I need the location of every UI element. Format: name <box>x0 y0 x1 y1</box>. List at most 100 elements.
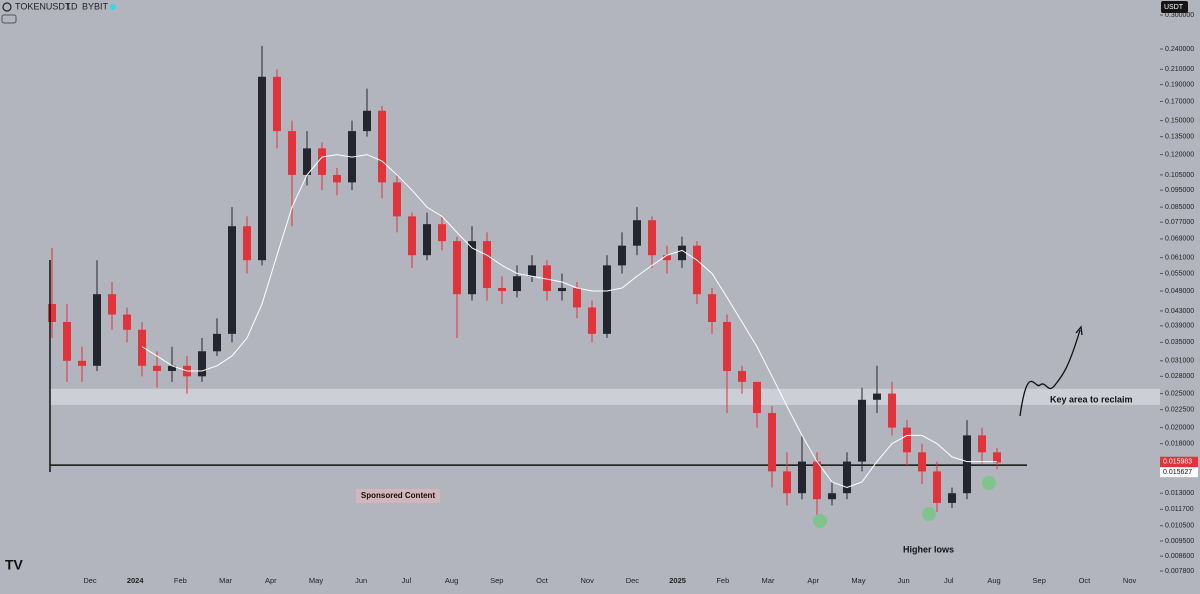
y-tick-label: 0.049000 <box>1165 288 1194 295</box>
y-tick-label: 0.022500 <box>1165 406 1194 413</box>
candle-body <box>993 452 1001 463</box>
candle-body <box>783 471 791 494</box>
candle-body <box>693 245 701 295</box>
y-tick-label: 0.055000 <box>1165 270 1194 277</box>
candle-body <box>363 110 371 132</box>
candle-body <box>318 148 326 175</box>
candle-body <box>378 110 386 183</box>
x-tick-label: Mar <box>762 576 775 585</box>
x-tick-label: 2025 <box>669 576 686 585</box>
x-tick-label: Apr <box>265 576 277 585</box>
candle-body <box>738 370 746 382</box>
candle-body <box>483 241 491 288</box>
candle-body <box>213 333 221 352</box>
price-axis <box>1160 0 1200 589</box>
x-tick-label: Mar <box>219 576 232 585</box>
status-dot <box>110 4 116 10</box>
y-tick-label: 0.039000 <box>1165 323 1194 330</box>
candle-body <box>393 182 401 217</box>
y-tick-label: 0.011700 <box>1165 506 1194 513</box>
candle-body <box>273 76 281 132</box>
y-tick-label: 0.300000 <box>1165 12 1194 19</box>
y-tick-label: 0.061000 <box>1165 255 1194 262</box>
candle-body <box>603 265 611 334</box>
logo: TV <box>5 557 24 573</box>
moving-average <box>141 154 997 488</box>
x-tick-label: Jul <box>402 576 412 585</box>
candle-body <box>708 294 716 322</box>
candle-body <box>498 287 506 292</box>
candle-body <box>948 493 956 503</box>
header: TOKENUSDT 1D BYBIT <box>1 1 116 24</box>
symbol: TOKENUSDT <box>15 1 71 11</box>
x-tick-label: Sep <box>1033 576 1046 585</box>
candle-body <box>453 241 461 295</box>
candle-body <box>258 76 266 261</box>
candle-body <box>918 452 926 472</box>
low-marker <box>922 507 936 521</box>
collapse-button[interactable] <box>1 14 17 24</box>
candle-body <box>723 321 731 371</box>
y-tick-label: 0.031000 <box>1165 358 1194 365</box>
price-line-label: 0.015627 <box>1163 469 1192 476</box>
symbol-icon <box>2 2 12 12</box>
candle-body <box>93 294 101 366</box>
candle-body <box>618 245 626 266</box>
x-tick-label: 2024 <box>127 576 145 585</box>
y-tick-label: 0.135000 <box>1165 133 1194 140</box>
y-tick-label: 0.010500 <box>1165 523 1194 530</box>
candle-body <box>138 329 146 366</box>
x-tick-label: Sep <box>490 576 503 585</box>
candle-body <box>753 381 761 414</box>
candle-body <box>678 245 686 261</box>
candle-body <box>228 226 236 334</box>
y-tick-label: 0.028000 <box>1165 373 1194 380</box>
y-tick-label: 0.043000 <box>1165 308 1194 315</box>
candle-body <box>438 224 446 242</box>
candle-body <box>303 148 311 175</box>
x-tick-label: Jun <box>898 576 910 585</box>
candle-body <box>828 493 836 500</box>
candle-body <box>963 435 971 494</box>
x-tick-label: Aug <box>987 576 1000 585</box>
candle-body <box>588 307 596 334</box>
annotation: Key area to reclaim <box>1050 394 1133 404</box>
y-tick-label: 0.013000 <box>1165 490 1194 497</box>
projection-arrow <box>1019 329 1081 417</box>
y-tick-label: 0.095000 <box>1165 187 1194 194</box>
x-tick-label: Jun <box>355 576 367 585</box>
candle-body <box>468 241 476 295</box>
candle-body <box>768 413 776 472</box>
y-tick-label: 0.150000 <box>1165 117 1194 124</box>
x-tick-label: Nov <box>581 576 595 585</box>
arrow-head <box>1075 325 1083 336</box>
candle-body <box>843 461 851 494</box>
x-tick-label: May <box>851 576 865 585</box>
y-tick-label: 0.240000 <box>1165 46 1194 53</box>
candle-body <box>933 471 941 503</box>
x-tick-label: Nov <box>1123 576 1137 585</box>
candle-body <box>648 220 656 256</box>
candle-body <box>243 226 251 261</box>
candle-body <box>333 174 341 183</box>
candle-body <box>873 393 881 400</box>
currency-button[interactable] <box>1161 1 1188 13</box>
candle-body <box>528 265 536 277</box>
candle-body <box>663 255 671 261</box>
y-tick-label: 0.077000 <box>1165 219 1194 226</box>
candle-body <box>798 461 806 494</box>
low-marker <box>982 476 996 490</box>
currency: USDT <box>1164 4 1184 11</box>
y-tick-label: 0.035000 <box>1165 339 1194 346</box>
y-tick-label: 0.210000 <box>1165 66 1194 73</box>
y-tick-label: 0.120000 <box>1165 151 1194 158</box>
candle-body <box>633 220 641 246</box>
candle-body <box>858 399 866 462</box>
y-tick-label: 0.190000 <box>1165 81 1194 88</box>
x-tick-label: Oct <box>1079 576 1092 585</box>
candle-body <box>423 224 431 256</box>
low-marker <box>813 514 827 528</box>
y-tick-label: 0.008600 <box>1165 553 1194 560</box>
